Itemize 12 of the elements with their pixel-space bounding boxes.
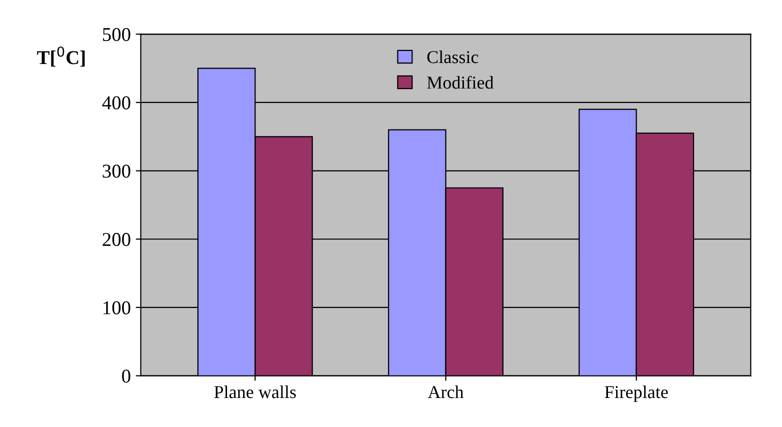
y-tick-label: 500 [103, 28, 130, 42]
legend-label: Modified [427, 76, 494, 89]
legend-label: Classic [427, 50, 478, 64]
x-tick-label: Fireplate [604, 385, 668, 402]
y-tick-label: 0 [122, 370, 130, 383]
y-axis-title: T[$^{0}$C] [37, 46, 85, 67]
x-tick-label: Arch [428, 385, 464, 398]
y-tick-label: 300 [102, 164, 130, 178]
y-tick-label: 100 [104, 301, 130, 314]
y-tick-label: 400 [102, 96, 130, 110]
y-tick-label: 200 [102, 232, 130, 246]
x-tick-label: Plane walls [214, 385, 296, 398]
